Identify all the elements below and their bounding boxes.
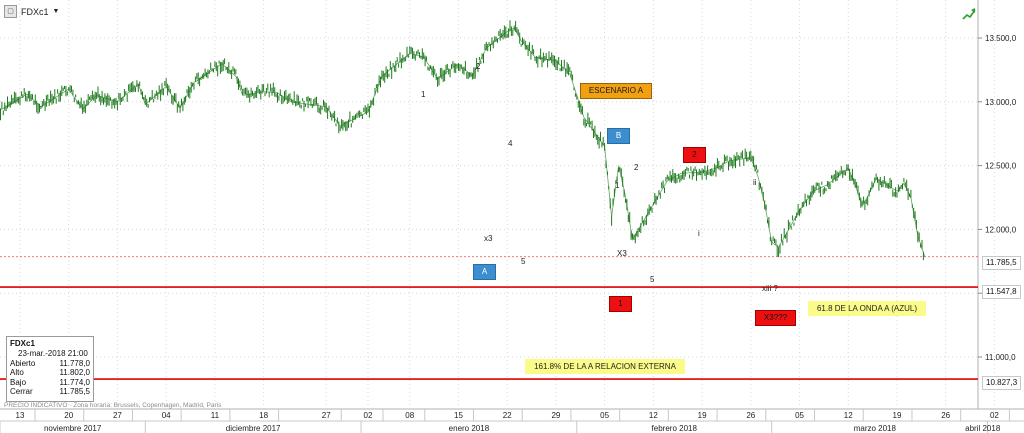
trend-up-icon[interactable] bbox=[962, 7, 976, 21]
wave-1-box: 1 bbox=[609, 296, 632, 312]
wave-label: x3 bbox=[484, 234, 493, 243]
wave-label: ii bbox=[753, 178, 757, 187]
month-label: noviembre 2017 bbox=[44, 424, 102, 433]
wave-label: 2 bbox=[634, 163, 639, 172]
info-label: Bajo bbox=[10, 377, 27, 387]
wave-label: 1 bbox=[615, 181, 620, 190]
wave-label: 5 bbox=[521, 257, 526, 266]
fib-618-note: 61.8 DE LA ONDA A (AZUL) bbox=[808, 301, 926, 316]
x-tick-label: 02 bbox=[364, 411, 373, 420]
chevron-down-icon[interactable]: ▼ bbox=[52, 8, 60, 15]
symbol-icon: ▢ bbox=[4, 5, 17, 18]
y-tick-label: 11.000,0 bbox=[985, 353, 1016, 362]
footer-note: PRECIO INDICATIVO · Zona horaria: Brusse… bbox=[4, 402, 222, 409]
month-label: abril 2018 bbox=[965, 424, 1001, 433]
x-tick-label: 27 bbox=[322, 411, 331, 420]
info-row-high: Alto 11.802,0 bbox=[10, 368, 90, 378]
x-tick-label: 04 bbox=[162, 411, 171, 420]
current-price-tag: 11.785,5 bbox=[982, 256, 1021, 270]
wave-2-box: 2 bbox=[683, 147, 706, 163]
x-tick-label: 11 bbox=[211, 411, 220, 420]
info-value: 11.802,0 bbox=[59, 368, 90, 377]
x-tick-label: 20 bbox=[64, 411, 73, 420]
info-title: FDXc1 bbox=[10, 339, 35, 348]
scenario-a-label: ESCENARIO A bbox=[580, 83, 652, 99]
x-tick-label: 27 bbox=[113, 411, 122, 420]
x-tick-label: 18 bbox=[259, 411, 268, 420]
x-tick-label: 13 bbox=[16, 411, 25, 420]
month-label: enero 2018 bbox=[449, 424, 490, 433]
wave-label: X3 bbox=[617, 249, 627, 258]
y-tick-label: 13.000,0 bbox=[985, 98, 1017, 107]
x-tick-label: 19 bbox=[893, 411, 902, 420]
y-tick-label: 12.500,0 bbox=[985, 162, 1017, 171]
level-price-tag: 10.827,3 bbox=[982, 376, 1022, 390]
info-label: Alto bbox=[10, 368, 24, 377]
wave-b-box: B bbox=[607, 128, 630, 144]
info-row-close: Cerrar 11.785,5 bbox=[10, 387, 90, 397]
wave-label: 1 bbox=[421, 90, 426, 99]
x-tick-label: 02 bbox=[990, 411, 999, 420]
symbol-name: FDXc1 bbox=[21, 6, 49, 17]
y-tick-label: 13.500,0 bbox=[985, 34, 1017, 43]
month-label: febrero 2018 bbox=[652, 424, 698, 433]
info-datetime: 23-mar.-2018 21:00 bbox=[18, 349, 88, 358]
month-label: diciembre 2017 bbox=[226, 424, 281, 433]
x-tick-label: 05 bbox=[795, 411, 804, 420]
info-value: 11.778,0 bbox=[59, 358, 90, 368]
x-tick-label: 26 bbox=[941, 411, 950, 420]
info-label: Cerrar bbox=[10, 387, 33, 396]
info-value: 11.785,5 bbox=[59, 387, 90, 396]
wave-x3-box: X3??? bbox=[755, 310, 796, 326]
x-tick-label: 26 bbox=[746, 411, 755, 420]
wave-label: 4 bbox=[508, 139, 513, 148]
level-price-tag: 11.547,8 bbox=[982, 285, 1021, 299]
info-row-open: Abierto 11.778,0 bbox=[10, 359, 90, 369]
x-tick-label: 12 bbox=[649, 411, 658, 420]
wave-label: i bbox=[698, 229, 700, 238]
x-tick-label: 19 bbox=[698, 411, 707, 420]
wave-label: xiii ? bbox=[762, 284, 779, 293]
info-label: Abierto bbox=[10, 358, 36, 368]
wave-a-box: A bbox=[473, 264, 496, 280]
month-label: marzo 2018 bbox=[854, 424, 897, 433]
x-tick-label: 22 bbox=[503, 411, 512, 420]
x-tick-label: 08 bbox=[405, 411, 414, 420]
x-tick-label: 15 bbox=[454, 411, 463, 420]
info-row-low: Bajo 11.774,0 bbox=[10, 378, 90, 388]
wave-label: 5 bbox=[650, 275, 655, 284]
price-series-line bbox=[0, 27, 926, 257]
ohlc-info-box: FDXc1 23-mar.-2018 21:00 Abierto 11.778,0… bbox=[6, 336, 94, 402]
info-value: 11.774,0 bbox=[59, 377, 90, 387]
y-tick-label: 12.000,0 bbox=[985, 225, 1017, 234]
x-tick-label: 12 bbox=[844, 411, 853, 420]
x-tick-label: 05 bbox=[600, 411, 609, 420]
fib-1618-note: 161.8% DE LA A RELACION EXTERNA bbox=[525, 359, 685, 374]
x-tick-label: 29 bbox=[551, 411, 560, 420]
symbol-selector[interactable]: ▢ FDXc1 ▼ bbox=[4, 5, 59, 18]
wave-label: 2 bbox=[476, 62, 481, 71]
